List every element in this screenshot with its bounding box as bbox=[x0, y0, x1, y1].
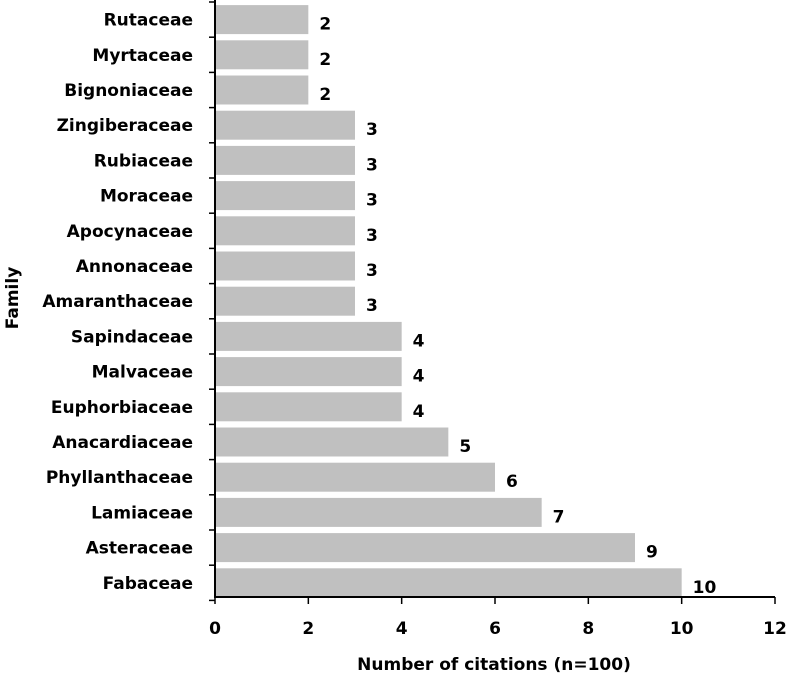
value-label-asteraceae: 9 bbox=[646, 543, 658, 563]
value-label-sapindaceae: 4 bbox=[413, 331, 425, 351]
value-label-apocynaceae: 3 bbox=[366, 226, 378, 246]
bar-lamiaceae bbox=[215, 497, 542, 527]
category-label-annonaceae: Annonaceae bbox=[76, 257, 193, 277]
x-tick-label-8: 8 bbox=[582, 619, 594, 639]
category-label-rutaceae: Rutaceae bbox=[104, 11, 193, 31]
bar-asteraceae bbox=[215, 533, 635, 563]
value-label-euphorbiaceae: 4 bbox=[413, 402, 425, 422]
bars-layer bbox=[215, 5, 682, 598]
value-labels: 2 2 2 3 3 3 3 3 3 4 4 4 5 6 7 9 10 bbox=[319, 15, 716, 598]
category-label-phyllanthaceae: Phyllanthaceae bbox=[46, 468, 193, 488]
category-label-moraceae: Moraceae bbox=[100, 187, 193, 207]
value-label-annonaceae: 3 bbox=[366, 261, 378, 281]
category-label-anacardiaceae: Anacardiaceae bbox=[52, 433, 193, 453]
bar-sapindaceae bbox=[215, 321, 402, 351]
category-label-bignoniaceae: Bignoniaceae bbox=[64, 81, 193, 101]
value-label-rubiaceae: 3 bbox=[366, 155, 378, 175]
bar-moraceae bbox=[215, 181, 355, 211]
bar-rubiaceae bbox=[215, 145, 355, 175]
x-tick-label-4: 4 bbox=[396, 619, 408, 639]
bar-phyllanthaceae bbox=[215, 462, 495, 492]
category-label-euphorbiaceae: Euphorbiaceae bbox=[51, 398, 193, 418]
category-label-apocynaceae: Apocynaceae bbox=[67, 222, 193, 242]
category-label-malvaceae: Malvaceae bbox=[92, 363, 193, 383]
category-label-amaranthaceae: Amaranthaceae bbox=[42, 292, 193, 312]
value-label-fabaceae: 10 bbox=[693, 578, 717, 598]
x-axis-title: Number of citations (n=100) bbox=[357, 655, 631, 675]
bar-annonaceae bbox=[215, 251, 355, 281]
bar-zingiberaceae bbox=[215, 110, 355, 140]
category-label-rubiaceae: Rubiaceae bbox=[94, 151, 193, 171]
category-label-lamiaceae: Lamiaceae bbox=[91, 503, 193, 523]
value-label-moraceae: 3 bbox=[366, 191, 378, 211]
category-label-sapindaceae: Sapindaceae bbox=[71, 327, 193, 347]
x-tick-label-0: 0 bbox=[209, 619, 221, 639]
bar-malvaceae bbox=[215, 357, 402, 387]
bar-myrtaceae bbox=[215, 40, 309, 70]
x-tick-label-12: 12 bbox=[763, 619, 787, 639]
value-label-zingiberaceae: 3 bbox=[366, 120, 378, 140]
x-tick-label-10: 10 bbox=[670, 619, 694, 639]
value-label-phyllanthaceae: 6 bbox=[506, 472, 518, 492]
x-tick-label-6: 6 bbox=[489, 619, 501, 639]
value-label-amaranthaceae: 3 bbox=[366, 296, 378, 316]
category-label-fabaceae: Fabaceae bbox=[103, 574, 193, 594]
bar-bignoniaceae bbox=[215, 75, 309, 105]
value-label-bignoniaceae: 2 bbox=[319, 85, 331, 105]
bar-fabaceae bbox=[215, 568, 682, 598]
category-label-myrtaceae: Myrtaceae bbox=[92, 46, 193, 66]
value-label-myrtaceae: 2 bbox=[319, 50, 331, 70]
value-label-rutaceae: 2 bbox=[319, 15, 331, 35]
value-label-lamiaceae: 7 bbox=[553, 507, 565, 527]
bar-euphorbiaceae bbox=[215, 392, 402, 422]
category-label-asteraceae: Asteraceae bbox=[86, 539, 193, 559]
y-axis-title: Family bbox=[3, 267, 23, 330]
x-tick-label-2: 2 bbox=[302, 619, 314, 639]
bar-apocynaceae bbox=[215, 216, 355, 246]
category-label-zingiberaceae: Zingiberaceae bbox=[57, 116, 193, 136]
bar-anacardiaceae bbox=[215, 427, 449, 457]
axes: 0 2 4 6 8 10 12 bbox=[209, 0, 787, 639]
bar-rutaceae bbox=[215, 5, 309, 35]
value-label-anacardiaceae: 5 bbox=[459, 437, 471, 457]
category-labels: Rutaceae Myrtaceae Bignoniaceae Zingiberace… bbox=[42, 11, 193, 594]
bar-amaranthaceae bbox=[215, 286, 355, 316]
value-label-malvaceae: 4 bbox=[413, 367, 425, 387]
